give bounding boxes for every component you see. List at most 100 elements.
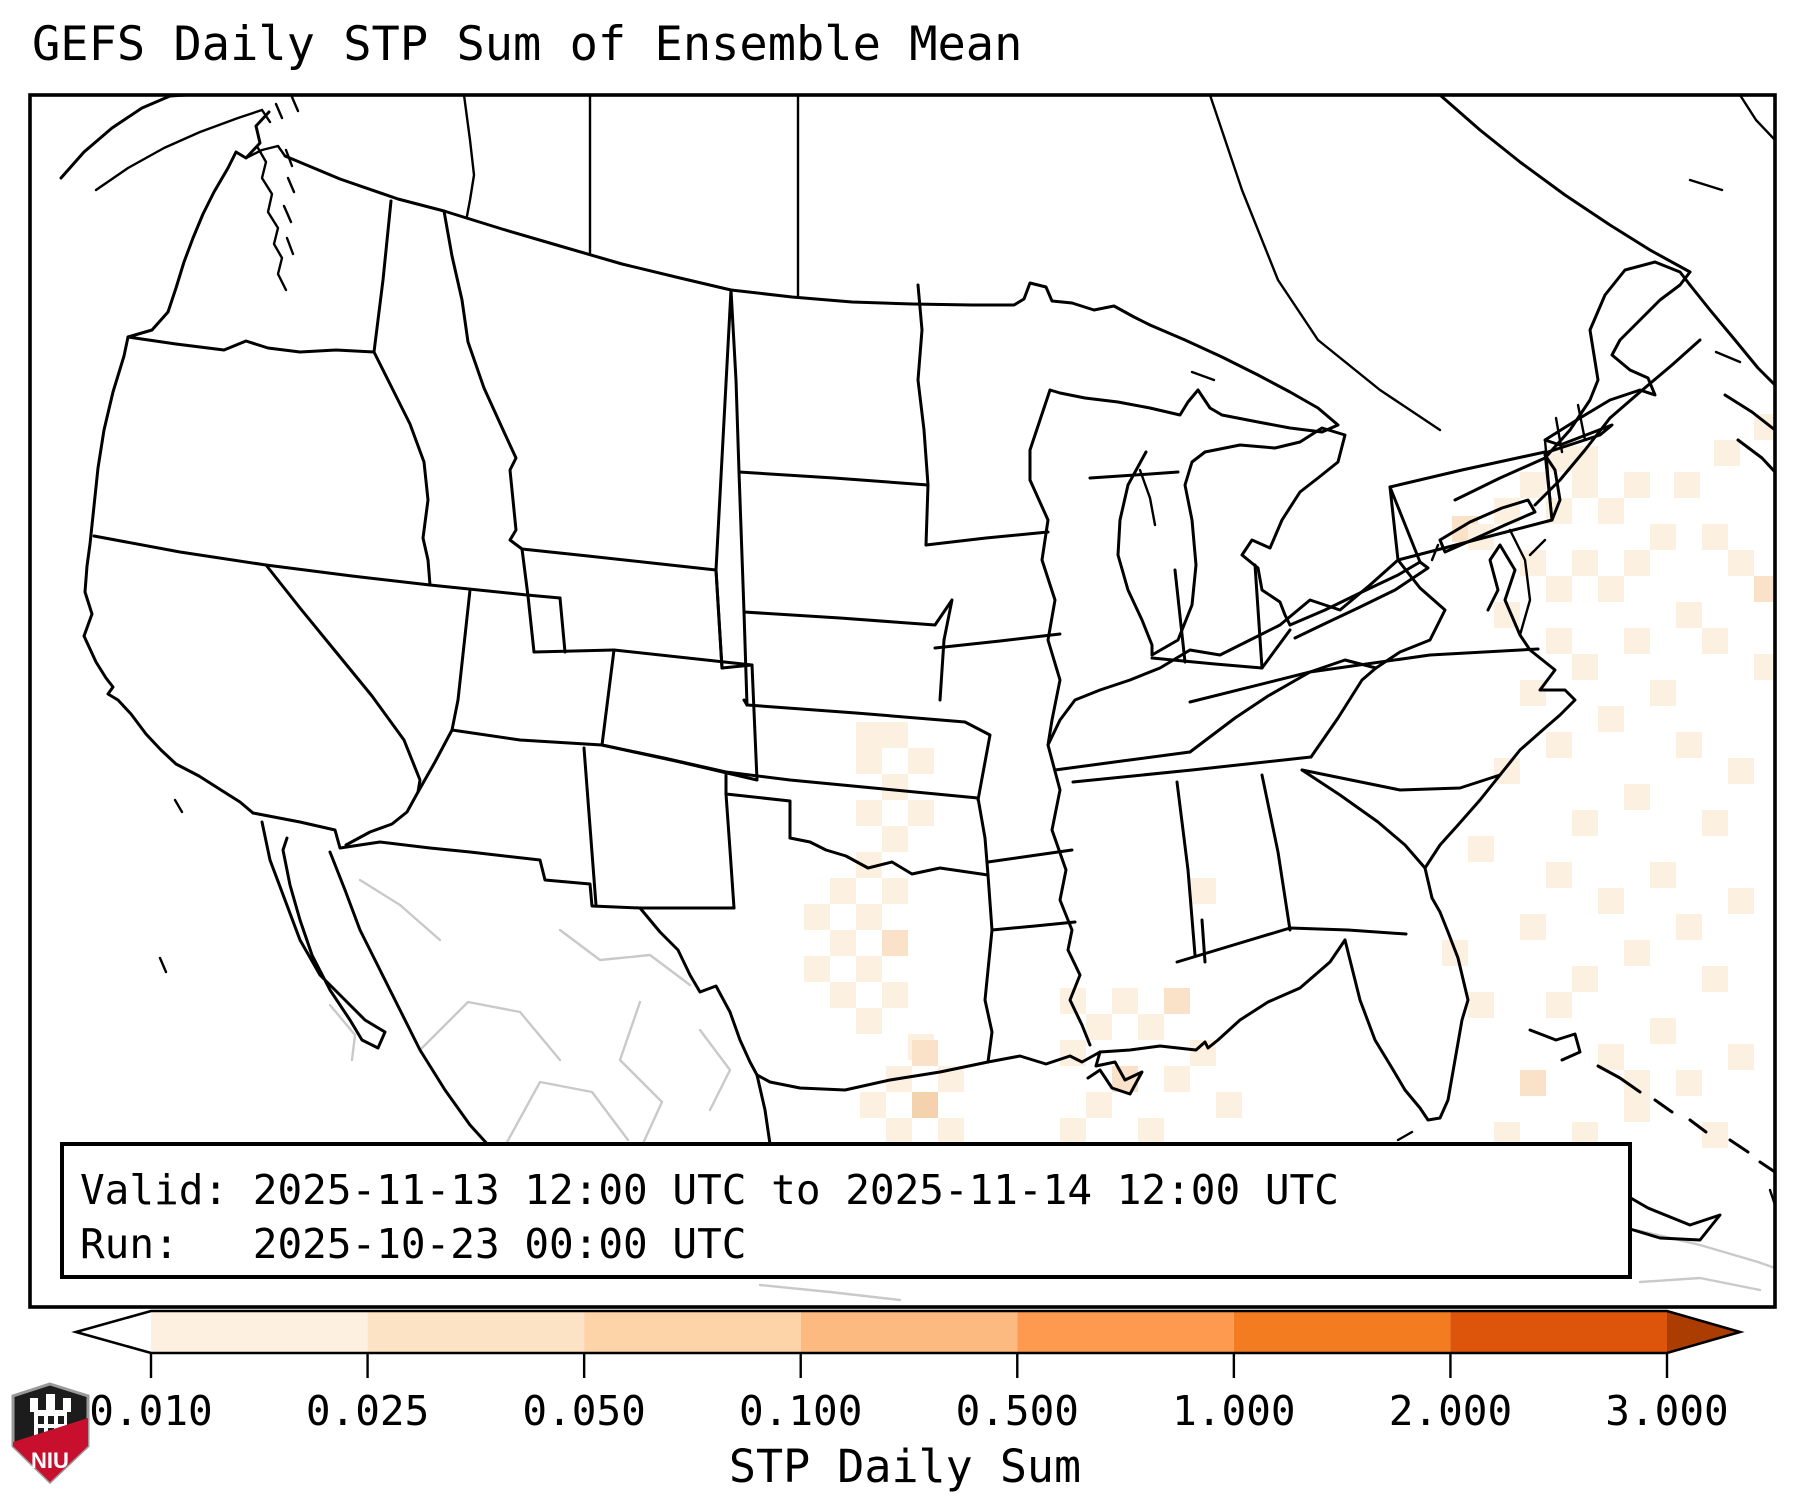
stp-patch-cell: [1676, 914, 1702, 940]
stp-patch-cell: [1216, 1092, 1242, 1118]
stp-patch-cell: [1520, 914, 1546, 940]
colorbar-tick-label: 1.000: [1172, 1387, 1295, 1435]
colorbar-segment: [1017, 1311, 1234, 1353]
stp-patch-cell: [1624, 550, 1650, 576]
colorbar-tick-label: 3.000: [1605, 1387, 1728, 1435]
colorbar-label: STP Daily Sum: [729, 1440, 1081, 1493]
stp-patch-cell: [1728, 758, 1754, 784]
colorbar-segment: [1233, 1311, 1451, 1353]
stp-patch-cell: [1624, 628, 1650, 654]
stp-patch-cell: [804, 904, 830, 930]
stp-patch-cell: [860, 1092, 886, 1118]
colorbar-tick-label: 0.500: [956, 1387, 1079, 1435]
stp-patch-cell: [1060, 1118, 1086, 1144]
niu-logo-text: NIU: [31, 1448, 69, 1473]
stp-patch-cell: [1164, 1066, 1190, 1092]
stp-patch-cell: [1598, 888, 1624, 914]
stp-patch-cell: [1650, 1018, 1676, 1044]
colorbar-segment: [367, 1311, 585, 1353]
stp-patch-cell: [830, 982, 856, 1008]
colorbar-segments: [76, 1311, 1740, 1353]
stp-patch-cell: [1702, 1122, 1728, 1148]
stp-patch-cell: [1676, 732, 1702, 758]
stp-patch-cell: [1520, 1070, 1546, 1096]
stp-patch-cell: [1598, 706, 1624, 732]
stp-patch-cell: [938, 1118, 964, 1144]
stp-patch-cell: [1572, 472, 1598, 498]
stp-patch-cell: [856, 904, 882, 930]
valid-time-text: Valid: 2025-11-13 12:00 UTC to 2025-11-1…: [80, 1166, 1339, 1214]
stp-patch-cell: [856, 748, 882, 774]
colorbar-ticks: [149, 1353, 1669, 1378]
stp-data-patches: [804, 414, 1775, 1170]
stp-patch-cell: [1624, 784, 1650, 810]
stp-patch-cell: [1468, 836, 1494, 862]
colorbar-over-arrow: [1667, 1311, 1740, 1353]
stp-patch-cell: [1138, 1014, 1164, 1040]
stp-patch-cell: [830, 930, 856, 956]
map-frame: [28, 93, 1777, 1309]
stp-patch-cell: [1086, 1014, 1112, 1040]
stp-patch-cell: [1520, 472, 1546, 498]
stp-patch-cell: [912, 1092, 938, 1118]
stp-patch-cell: [882, 982, 908, 1008]
colorbar-segment: [584, 1311, 801, 1353]
stp-patch-cell: [1598, 498, 1624, 524]
colorbar-tick-label: 0.100: [739, 1387, 862, 1435]
stp-patch-cell: [1112, 988, 1138, 1014]
coastlines: [59, 95, 1775, 815]
map-area: [59, 95, 1775, 1302]
stp-patch-cell: [1572, 550, 1598, 576]
stp-patch-cell: [1702, 810, 1728, 836]
stp-patch-cell: [1546, 628, 1572, 654]
stp-patch-cell: [1468, 992, 1494, 1018]
stp-patch-cell: [1754, 654, 1775, 680]
stp-patch-cell: [1624, 1096, 1650, 1122]
page-title: GEFS Daily STP Sum of Ensemble Mean: [32, 17, 1022, 72]
colorbar-under-arrow: [76, 1311, 151, 1353]
stp-patch-cell: [1676, 602, 1702, 628]
stp-patch-cell: [1728, 1044, 1754, 1070]
stp-patch-cell: [1546, 862, 1572, 888]
stp-patch-cell: [830, 878, 856, 904]
stp-patch-cell: [1598, 576, 1624, 602]
stp-patch-cell: [882, 930, 908, 956]
stp-patch-cell: [1650, 524, 1676, 550]
stp-patch-cell: [1676, 1070, 1702, 1096]
stp-patch-cell: [1650, 862, 1676, 888]
stp-patch-cell: [856, 1008, 882, 1034]
stp-patch-cell: [1546, 576, 1572, 602]
stp-patch-cell: [1164, 988, 1190, 1014]
stp-patch-cell: [1728, 888, 1754, 914]
info-box: Valid: 2025-11-13 12:00 UTC to 2025-11-1…: [60, 1142, 1632, 1279]
stp-patch-cell: [908, 748, 934, 774]
stp-patch-cell: [1138, 1118, 1164, 1144]
stp-patch-cell: [882, 774, 908, 800]
stp-patch-cell: [1728, 550, 1754, 576]
stp-patch-cell: [1714, 440, 1740, 466]
colorbar-tick-label: 0.025: [306, 1387, 429, 1435]
stp-patch-cell: [1190, 878, 1216, 904]
stp-patch-cell: [1598, 1044, 1624, 1070]
stp-patch-cell: [912, 1040, 938, 1066]
stp-patch-cell: [882, 878, 908, 904]
colorbar-tick-label: 0.050: [522, 1387, 645, 1435]
niu-band: [13, 1418, 88, 1482]
stp-patch-cell: [1546, 732, 1572, 758]
stp-patch-cell: [804, 956, 830, 982]
stp-patch-cell: [1650, 680, 1676, 706]
stp-patch-cell: [1520, 680, 1546, 706]
colorbar-tick-labels: 0.010 0.025 0.050 0.100 0.500 1.000 2.000 3.000: [89, 1387, 1728, 1435]
stp-patch-cell: [1702, 524, 1728, 550]
stp-patch-cell: [1494, 758, 1520, 784]
niu-logo: NIU: [11, 1382, 90, 1485]
stp-patch-cell: [1702, 966, 1728, 992]
colorbar: 0.010 0.025 0.050 0.100 0.500 1.000 2.000 3.000…: [71, 1309, 1745, 1493]
stp-patch-cell: [1572, 966, 1598, 992]
stp-patch-cell: [1674, 472, 1700, 498]
stp-patch-cell: [1624, 472, 1650, 498]
stp-patch-cell: [1754, 576, 1775, 602]
colorbar-segment: [1450, 1311, 1667, 1353]
